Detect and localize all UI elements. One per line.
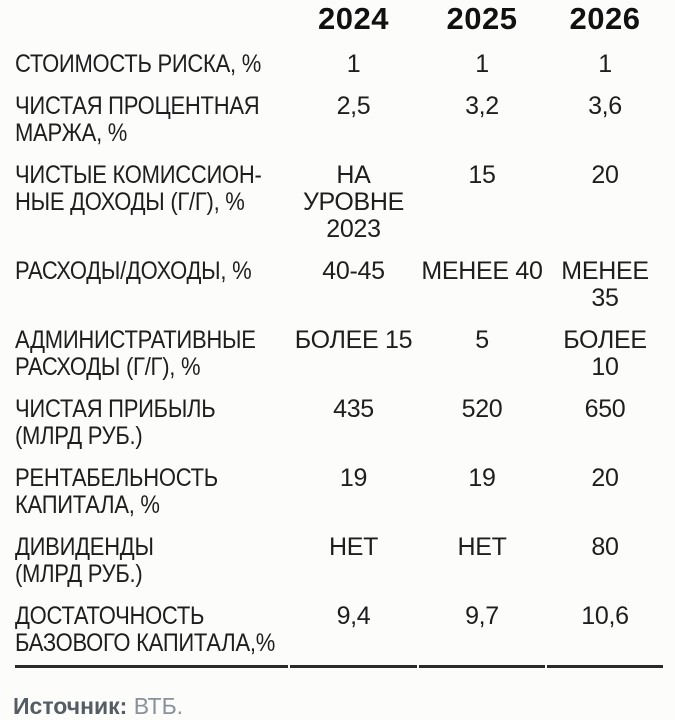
row-label: ЧИСТАЯ ПРИБЫЛЬ (МЛРД РУБ.) [15, 381, 288, 450]
cell-value: 3,2 [465, 92, 499, 120]
cell-value: МЕНЕЕ 40 [421, 257, 543, 285]
row-label-text: ЧИСТАЯ ПРИБЫЛЬ (МЛРД РУБ.) [15, 395, 216, 450]
row-label-text: РАСХОДЫ/ДОХОДЫ, % [15, 257, 252, 285]
table-row: РЕНТАБЕЛЬНОСТЬ КАПИТАЛА, % 19 19 20 [15, 450, 663, 519]
cell-value: 2,5 [336, 92, 371, 120]
year-header-2026: 2026 [569, 1, 641, 36]
cell-value: 10,6 [547, 588, 663, 668]
year-header-2024: 2024 [318, 1, 389, 36]
cell-value: 650 [584, 395, 626, 423]
cell-value: 9,4 [290, 588, 417, 668]
cell-value: НЕТ [328, 533, 379, 561]
table-row: АДМИНИСТРАТИВНЫЕ РАСХОДЫ (Г/Г), % БОЛЕЕ … [15, 312, 663, 381]
year-header-2025: 2025 [446, 1, 518, 36]
table-row: ЧИСТЫЕ КОМИССИОН- НЫЕ ДОХОДЫ (Г/Г), % НА… [15, 147, 663, 243]
row-label: СТОИМОСТЬ РИСКА, % [15, 36, 288, 78]
row-label-text: СТОИМОСТЬ РИСКА, % [15, 50, 262, 78]
row-label: РЕНТАБЕЛЬНОСТЬ КАПИТАЛА, % [15, 450, 288, 519]
table-row: ДИВИДЕНДЫ (МЛРД РУБ.) НЕТ НЕТ 80 [15, 519, 663, 588]
cell-value: 20 [591, 161, 619, 189]
cell-value: 1 [346, 50, 361, 78]
cell-value: 3,6 [588, 92, 622, 120]
row-label-text: АДМИНИСТРАТИВНЫЕ РАСХОДЫ (Г/Г), % [15, 326, 256, 381]
cell-value: 40-45 [322, 257, 385, 285]
row-label: ЧИСТАЯ ПРОЦЕНТНАЯ МАРЖА, % [15, 78, 288, 147]
row-label-text: ЧИСТЫЕ КОМИССИОН- НЫЕ ДОХОДЫ (Г/Г), % [15, 161, 262, 216]
corner-cell [15, 2, 288, 36]
source-line: Источник: ВТБ. [13, 692, 675, 720]
cell-value: 20 [591, 464, 619, 492]
cell-value: 435 [333, 395, 374, 423]
targets-table: 2024 2025 2026 СТОИМОСТЬ РИСКА, % 1 1 1 … [13, 2, 665, 668]
header-row: 2024 2025 2026 [15, 2, 663, 36]
row-label: ДОСТАТОЧНОСТЬ БАЗОВОГО КАПИТАЛА,% [15, 588, 288, 668]
table-row: СТОИМОСТЬ РИСКА, % 1 1 1 [15, 36, 663, 78]
source-name: ВТБ. [133, 693, 184, 719]
cell-value: НЕТ [457, 533, 507, 561]
row-label-text: РЕНТАБЕЛЬНОСТЬ КАПИТАЛА, % [15, 464, 218, 519]
row-label: РАСХОДЫ/ДОХОДЫ, % [15, 243, 288, 312]
row-label: ДИВИДЕНДЫ (МЛРД РУБ.) [15, 519, 288, 588]
table-row: ЧИСТАЯ ПРИБЫЛЬ (МЛРД РУБ.) 435 520 650 [15, 381, 663, 450]
row-label-text: ДОСТАТОЧНОСТЬ БАЗОВОГО КАПИТАЛА,% [15, 602, 275, 657]
table-row: ДОСТАТОЧНОСТЬ БАЗОВОГО КАПИТАЛА,% 9,4 9,… [15, 588, 663, 668]
row-label: АДМИНИСТРАТИВНЫЕ РАСХОДЫ (Г/Г), % [15, 312, 288, 381]
cell-value: 1 [475, 50, 489, 78]
cell-value: 520 [461, 395, 503, 423]
table-row: ЧИСТАЯ ПРОЦЕНТНАЯ МАРЖА, % 2,5 3,2 3,6 [15, 78, 663, 147]
table-panel: 2024 2025 2026 СТОИМОСТЬ РИСКА, % 1 1 1 … [13, 2, 665, 668]
row-label-text: ДИВИДЕНДЫ (МЛРД РУБ.) [15, 533, 154, 588]
table-row: РАСХОДЫ/ДОХОДЫ, % 40-45 МЕНЕЕ 40 МЕНЕЕ 3… [15, 243, 663, 312]
cell-value: 5 [475, 326, 489, 354]
row-label: ЧИСТЫЕ КОМИССИОН- НЫЕ ДОХОДЫ (Г/Г), % [15, 147, 288, 243]
source-label: Источник: [13, 693, 128, 719]
cell-value: 15 [468, 161, 496, 189]
cell-value: НА УРОВНЕ 2023 [302, 161, 405, 243]
cell-value: БОЛЕЕ 10 [563, 326, 647, 381]
cell-value: 9,7 [419, 588, 545, 668]
cell-value: 1 [598, 50, 612, 78]
cell-value: 19 [339, 464, 368, 492]
cell-value: МЕНЕЕ 35 [561, 257, 649, 312]
cell-value: 19 [468, 464, 496, 492]
cell-value: 80 [591, 533, 619, 561]
cell-value: БОЛЕЕ 15 [294, 326, 413, 354]
row-label-text: ЧИСТАЯ ПРОЦЕНТНАЯ МАРЖА, % [15, 92, 260, 147]
